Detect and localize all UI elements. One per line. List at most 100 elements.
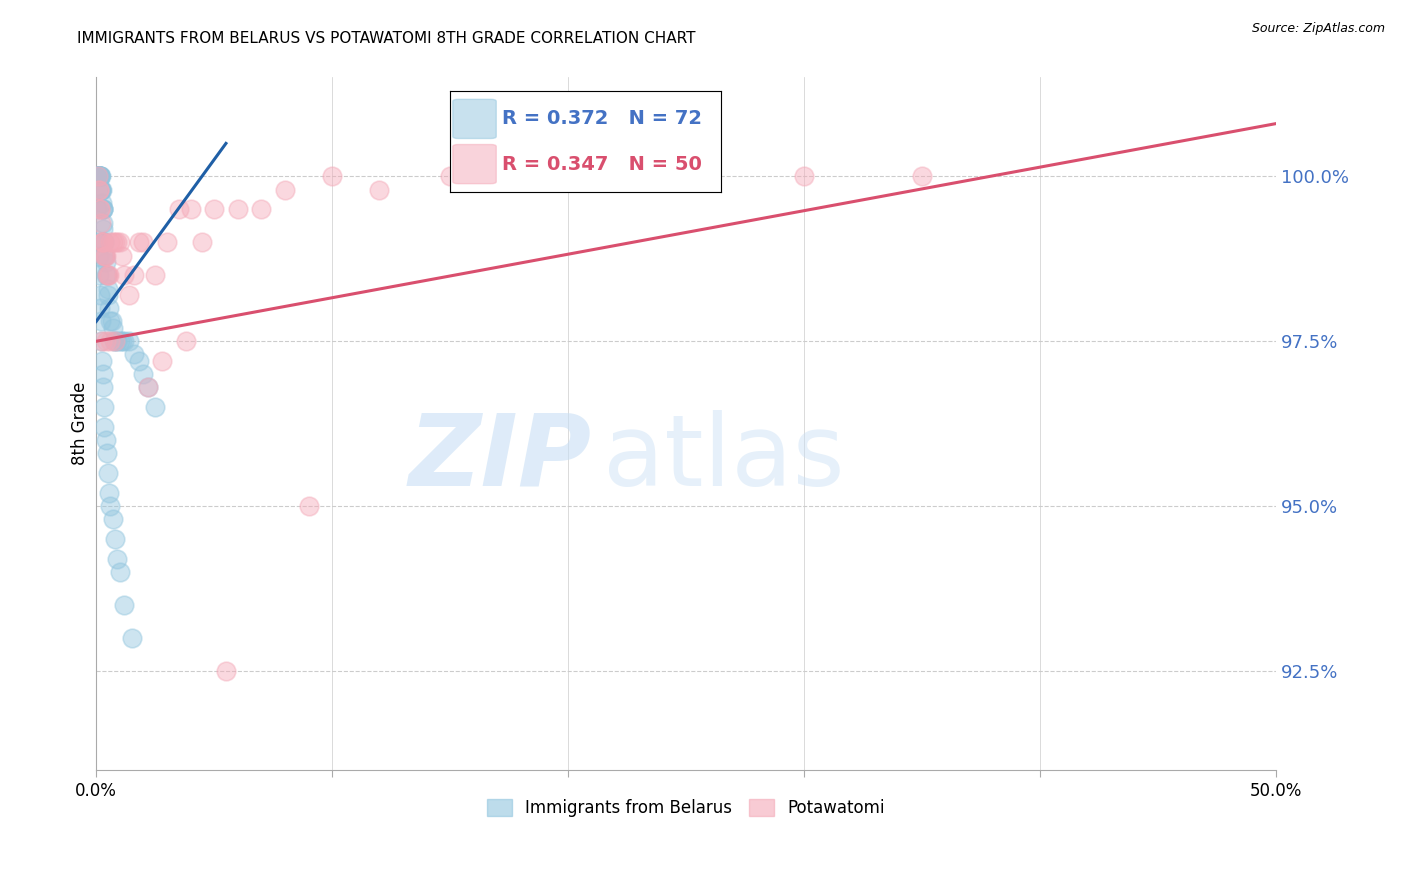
- Point: [118, 334, 141, 349]
- Point: [104, 532, 127, 546]
- Point: [297, 499, 319, 513]
- Point: [107, 235, 129, 250]
- Point: [91, 202, 114, 217]
- Point: [121, 631, 143, 645]
- Point: [86, 169, 108, 184]
- Point: [96, 268, 118, 283]
- Point: [87, 169, 110, 184]
- Point: [87, 169, 110, 184]
- Point: [87, 248, 110, 262]
- Point: [118, 288, 141, 302]
- Point: [87, 169, 110, 184]
- Point: [91, 222, 114, 236]
- Point: [89, 169, 111, 184]
- Text: IMMIGRANTS FROM BELARUS VS POTAWATOMI 8TH GRADE CORRELATION CHART: IMMIGRANTS FROM BELARUS VS POTAWATOMI 8T…: [77, 31, 696, 46]
- Point: [90, 314, 112, 328]
- Point: [87, 183, 110, 197]
- Point: [94, 248, 117, 262]
- Point: [90, 215, 112, 229]
- Point: [94, 434, 117, 448]
- Point: [215, 664, 238, 678]
- Text: atlas: atlas: [603, 409, 845, 507]
- Point: [98, 499, 121, 513]
- Point: [111, 334, 134, 349]
- Point: [107, 334, 129, 349]
- Point: [108, 334, 131, 349]
- Point: [86, 202, 108, 217]
- Point: [132, 368, 155, 382]
- Point: [202, 202, 225, 217]
- Point: [108, 235, 131, 250]
- Point: [87, 235, 110, 250]
- Point: [143, 401, 166, 415]
- Point: [122, 347, 145, 361]
- Point: [89, 202, 111, 217]
- Point: [167, 202, 190, 217]
- Point: [91, 380, 114, 394]
- Point: [87, 268, 110, 283]
- Point: [87, 169, 110, 184]
- Point: [89, 288, 111, 302]
- Point: [98, 334, 121, 349]
- Point: [191, 235, 214, 250]
- Point: [94, 248, 117, 262]
- Text: ZIP: ZIP: [409, 409, 592, 507]
- Point: [93, 235, 115, 250]
- Point: [97, 466, 120, 480]
- Point: [91, 183, 114, 197]
- Point: [94, 248, 117, 262]
- Point: [174, 334, 197, 349]
- Point: [97, 268, 120, 283]
- Legend: Immigrants from Belarus, Potawatomi: Immigrants from Belarus, Potawatomi: [481, 792, 891, 824]
- Point: [439, 169, 461, 184]
- Point: [103, 334, 125, 349]
- Point: [368, 183, 391, 197]
- Point: [98, 314, 121, 328]
- Point: [87, 169, 110, 184]
- Point: [93, 248, 115, 262]
- Point: [104, 235, 127, 250]
- Point: [98, 301, 121, 316]
- Point: [91, 334, 114, 349]
- Point: [87, 169, 110, 184]
- Point: [93, 401, 115, 415]
- Point: [557, 169, 579, 184]
- Point: [250, 202, 273, 217]
- Point: [114, 268, 136, 283]
- Point: [98, 486, 121, 500]
- Point: [107, 552, 129, 566]
- Point: [91, 202, 114, 217]
- Point: [911, 169, 934, 184]
- Point: [93, 420, 115, 434]
- Point: [91, 235, 114, 250]
- Point: [89, 169, 111, 184]
- Point: [89, 169, 111, 184]
- Point: [87, 183, 110, 197]
- Point: [226, 202, 249, 217]
- Y-axis label: 8th Grade: 8th Grade: [72, 382, 89, 466]
- Point: [90, 334, 112, 349]
- Point: [91, 354, 114, 368]
- Point: [101, 235, 124, 250]
- Point: [93, 248, 115, 262]
- Point: [793, 169, 815, 184]
- Point: [94, 334, 117, 349]
- Point: [96, 268, 118, 283]
- Point: [90, 183, 112, 197]
- Point: [675, 169, 697, 184]
- Point: [87, 169, 110, 184]
- Point: [104, 334, 127, 349]
- Point: [96, 281, 118, 295]
- Point: [94, 255, 117, 269]
- Point: [89, 169, 111, 184]
- Point: [96, 446, 118, 460]
- Point: [89, 202, 111, 217]
- Point: [143, 268, 166, 283]
- Point: [156, 235, 179, 250]
- Point: [321, 169, 343, 184]
- Point: [91, 215, 114, 229]
- Point: [101, 321, 124, 335]
- Point: [128, 354, 150, 368]
- Point: [93, 235, 115, 250]
- Point: [91, 235, 114, 250]
